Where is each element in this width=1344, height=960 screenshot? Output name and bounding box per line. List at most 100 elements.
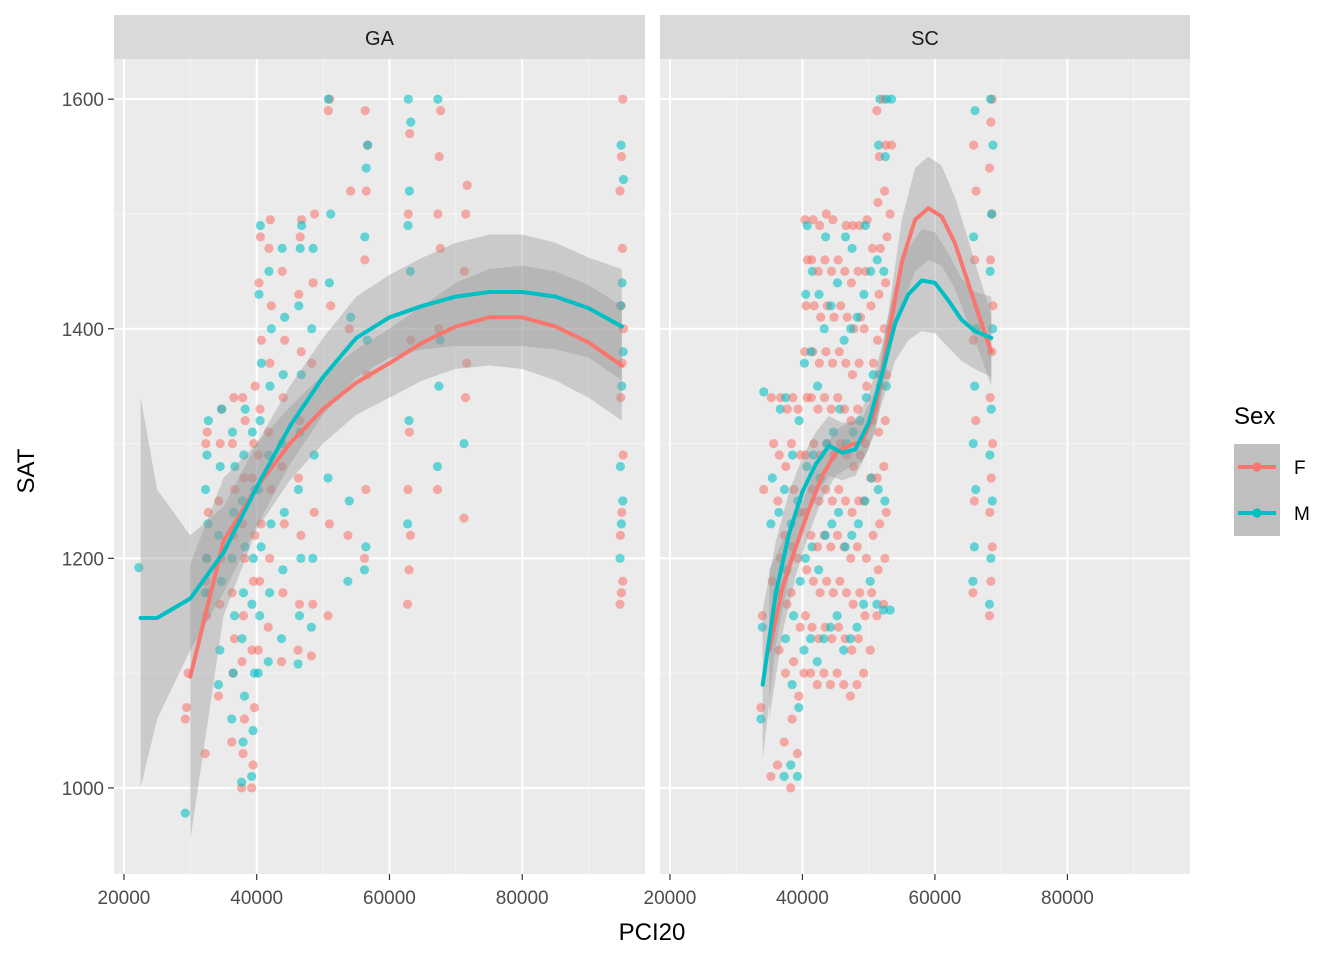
data-point-f: [201, 438, 211, 449]
data-point-m: [873, 484, 883, 495]
legend-label-f: F: [1294, 458, 1306, 479]
data-point-m: [988, 324, 998, 334]
data-point-m: [832, 611, 842, 621]
data-point-f: [405, 530, 416, 540]
data-point-m: [239, 450, 249, 460]
data-point-m: [786, 760, 796, 770]
data-point-f: [309, 507, 319, 518]
x-tick-label: 60000: [363, 888, 416, 909]
data-point-f: [970, 255, 980, 265]
data-point-m: [307, 324, 317, 334]
data-point-m: [860, 496, 870, 506]
data-point-f: [293, 473, 304, 483]
data-point-f: [247, 783, 257, 793]
data-point-f: [263, 622, 273, 632]
data-point-f: [985, 507, 995, 518]
data-point-m: [987, 209, 997, 219]
data-point-m: [360, 232, 370, 242]
data-point-f: [238, 611, 249, 621]
data-point-m: [968, 576, 978, 586]
data-point-f: [865, 645, 875, 655]
data-point-m: [866, 266, 876, 276]
data-point-f: [795, 622, 805, 632]
data-point-f: [361, 186, 371, 196]
data-point-m: [971, 484, 981, 495]
data-point-m: [217, 404, 227, 414]
data-point-f: [247, 473, 257, 483]
data-point-m: [278, 565, 288, 575]
data-point-f: [308, 278, 318, 288]
data-point-f: [853, 266, 863, 276]
data-point-m: [264, 266, 274, 276]
data-point-f: [459, 266, 469, 276]
data-point-f: [182, 702, 192, 713]
data-point-f: [266, 301, 276, 311]
data-point-f: [809, 301, 819, 311]
data-point-f: [403, 209, 413, 219]
data-point-f: [882, 232, 892, 242]
data-point-f: [247, 645, 257, 655]
data-point-f: [853, 404, 863, 414]
data-point-m: [254, 289, 264, 299]
data-point-m: [879, 266, 889, 276]
data-point-m: [969, 232, 979, 242]
data-point-m: [969, 542, 979, 552]
panel-sc: SC 20000 40000 60000 80000: [644, 15, 1190, 909]
data-point-f: [618, 450, 628, 460]
data-point-f: [861, 553, 872, 563]
data-point-f: [866, 301, 876, 311]
data-point-f: [404, 427, 414, 437]
data-point-f: [801, 301, 811, 311]
data-point-m: [787, 450, 798, 460]
data-point-m: [616, 140, 626, 150]
data-point-f: [436, 106, 446, 116]
data-point-f: [254, 450, 264, 460]
data-point-f: [793, 553, 803, 563]
data-point-m: [237, 777, 247, 787]
data-point-f: [833, 622, 844, 632]
data-point-f: [835, 576, 845, 586]
data-point-f: [841, 358, 851, 368]
panel-ga: GA 20000 40000 60000 80000: [98, 15, 645, 909]
data-point-m: [294, 301, 304, 311]
data-point-m: [987, 496, 997, 506]
data-point-f: [773, 496, 783, 506]
data-point-f: [782, 599, 792, 609]
data-point-m: [361, 542, 371, 552]
y-tick-label: 1200: [62, 549, 104, 570]
data-point-m: [240, 404, 250, 414]
data-point-m: [266, 324, 276, 334]
data-point-f: [250, 381, 260, 391]
data-point-f: [840, 266, 850, 276]
data-point-f: [296, 347, 306, 357]
data-point-f: [832, 530, 843, 540]
data-point-f: [842, 312, 852, 322]
data-point-f: [832, 668, 842, 678]
data-point-m: [868, 370, 878, 380]
data-point-m: [826, 301, 836, 311]
data-point-m: [845, 634, 855, 644]
data-point-m: [794, 702, 804, 713]
data-point-m: [306, 622, 316, 632]
data-point-m: [968, 438, 978, 449]
data-point-m: [840, 232, 851, 242]
data-point-f: [819, 668, 829, 678]
data-point-m: [756, 714, 766, 724]
legend-point-m: [1252, 508, 1262, 518]
data-point-f: [807, 255, 817, 265]
data-point-f: [813, 404, 823, 414]
data-point-m: [202, 450, 212, 460]
data-point-m: [794, 415, 804, 426]
data-point-f: [821, 484, 831, 495]
data-point-f: [200, 748, 210, 759]
data-point-m: [405, 266, 416, 276]
data-point-m: [227, 553, 237, 563]
data-point-f: [434, 324, 444, 334]
data-point-m: [324, 278, 334, 288]
legend: Sex F M: [1234, 403, 1310, 536]
data-point-f: [875, 243, 885, 254]
data-point-f: [855, 588, 865, 598]
data-point-f: [781, 461, 791, 472]
data-point-f: [839, 679, 849, 690]
